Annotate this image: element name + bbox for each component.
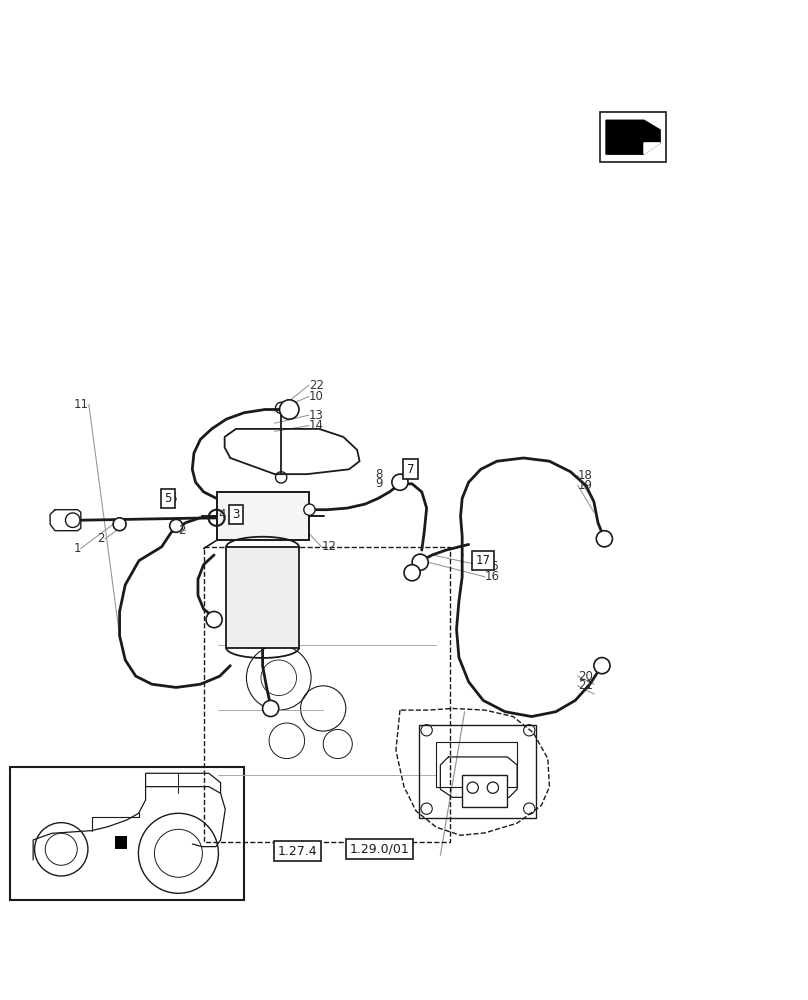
- Circle shape: [412, 554, 428, 570]
- Text: 12: 12: [322, 540, 337, 553]
- Bar: [226, 547, 299, 648]
- Text: 21: 21: [578, 679, 593, 692]
- Bar: [600, 112, 666, 162]
- Bar: [116, 836, 127, 849]
- Circle shape: [263, 700, 279, 717]
- Bar: [204, 547, 450, 842]
- Bar: [10, 767, 244, 900]
- Polygon shape: [644, 143, 660, 154]
- Text: 17: 17: [476, 554, 490, 567]
- Text: 3: 3: [232, 508, 240, 521]
- Circle shape: [392, 474, 408, 490]
- Circle shape: [596, 531, 612, 547]
- Bar: [419, 725, 536, 818]
- Text: 13: 13: [309, 409, 323, 422]
- Text: 11: 11: [74, 398, 89, 411]
- Text: 16: 16: [485, 570, 500, 583]
- Text: 10: 10: [309, 390, 323, 403]
- Bar: [217, 492, 309, 540]
- Circle shape: [206, 612, 222, 628]
- Text: 2: 2: [179, 524, 186, 537]
- Text: 2: 2: [98, 532, 105, 545]
- Text: 19: 19: [578, 479, 593, 492]
- Text: 20: 20: [578, 670, 592, 683]
- Text: 4: 4: [219, 508, 226, 521]
- Polygon shape: [606, 120, 660, 154]
- Circle shape: [404, 565, 420, 581]
- Text: 5: 5: [164, 492, 172, 505]
- Text: 8: 8: [376, 468, 383, 481]
- Circle shape: [280, 400, 299, 419]
- Bar: [462, 775, 507, 807]
- Bar: [436, 742, 517, 787]
- Text: 1.27.4: 1.27.4: [277, 845, 318, 858]
- Text: 14: 14: [309, 419, 324, 432]
- Text: 1.29.0/01: 1.29.0/01: [350, 843, 410, 856]
- Circle shape: [594, 658, 610, 674]
- Text: 15: 15: [485, 560, 499, 573]
- Circle shape: [113, 518, 126, 531]
- Text: 6: 6: [169, 492, 176, 505]
- Text: 9: 9: [376, 477, 383, 490]
- Text: 18: 18: [578, 469, 592, 482]
- Text: 1: 1: [74, 542, 81, 555]
- Circle shape: [170, 519, 183, 532]
- Text: 22: 22: [309, 379, 324, 392]
- Circle shape: [304, 504, 315, 515]
- Text: 7: 7: [406, 463, 415, 476]
